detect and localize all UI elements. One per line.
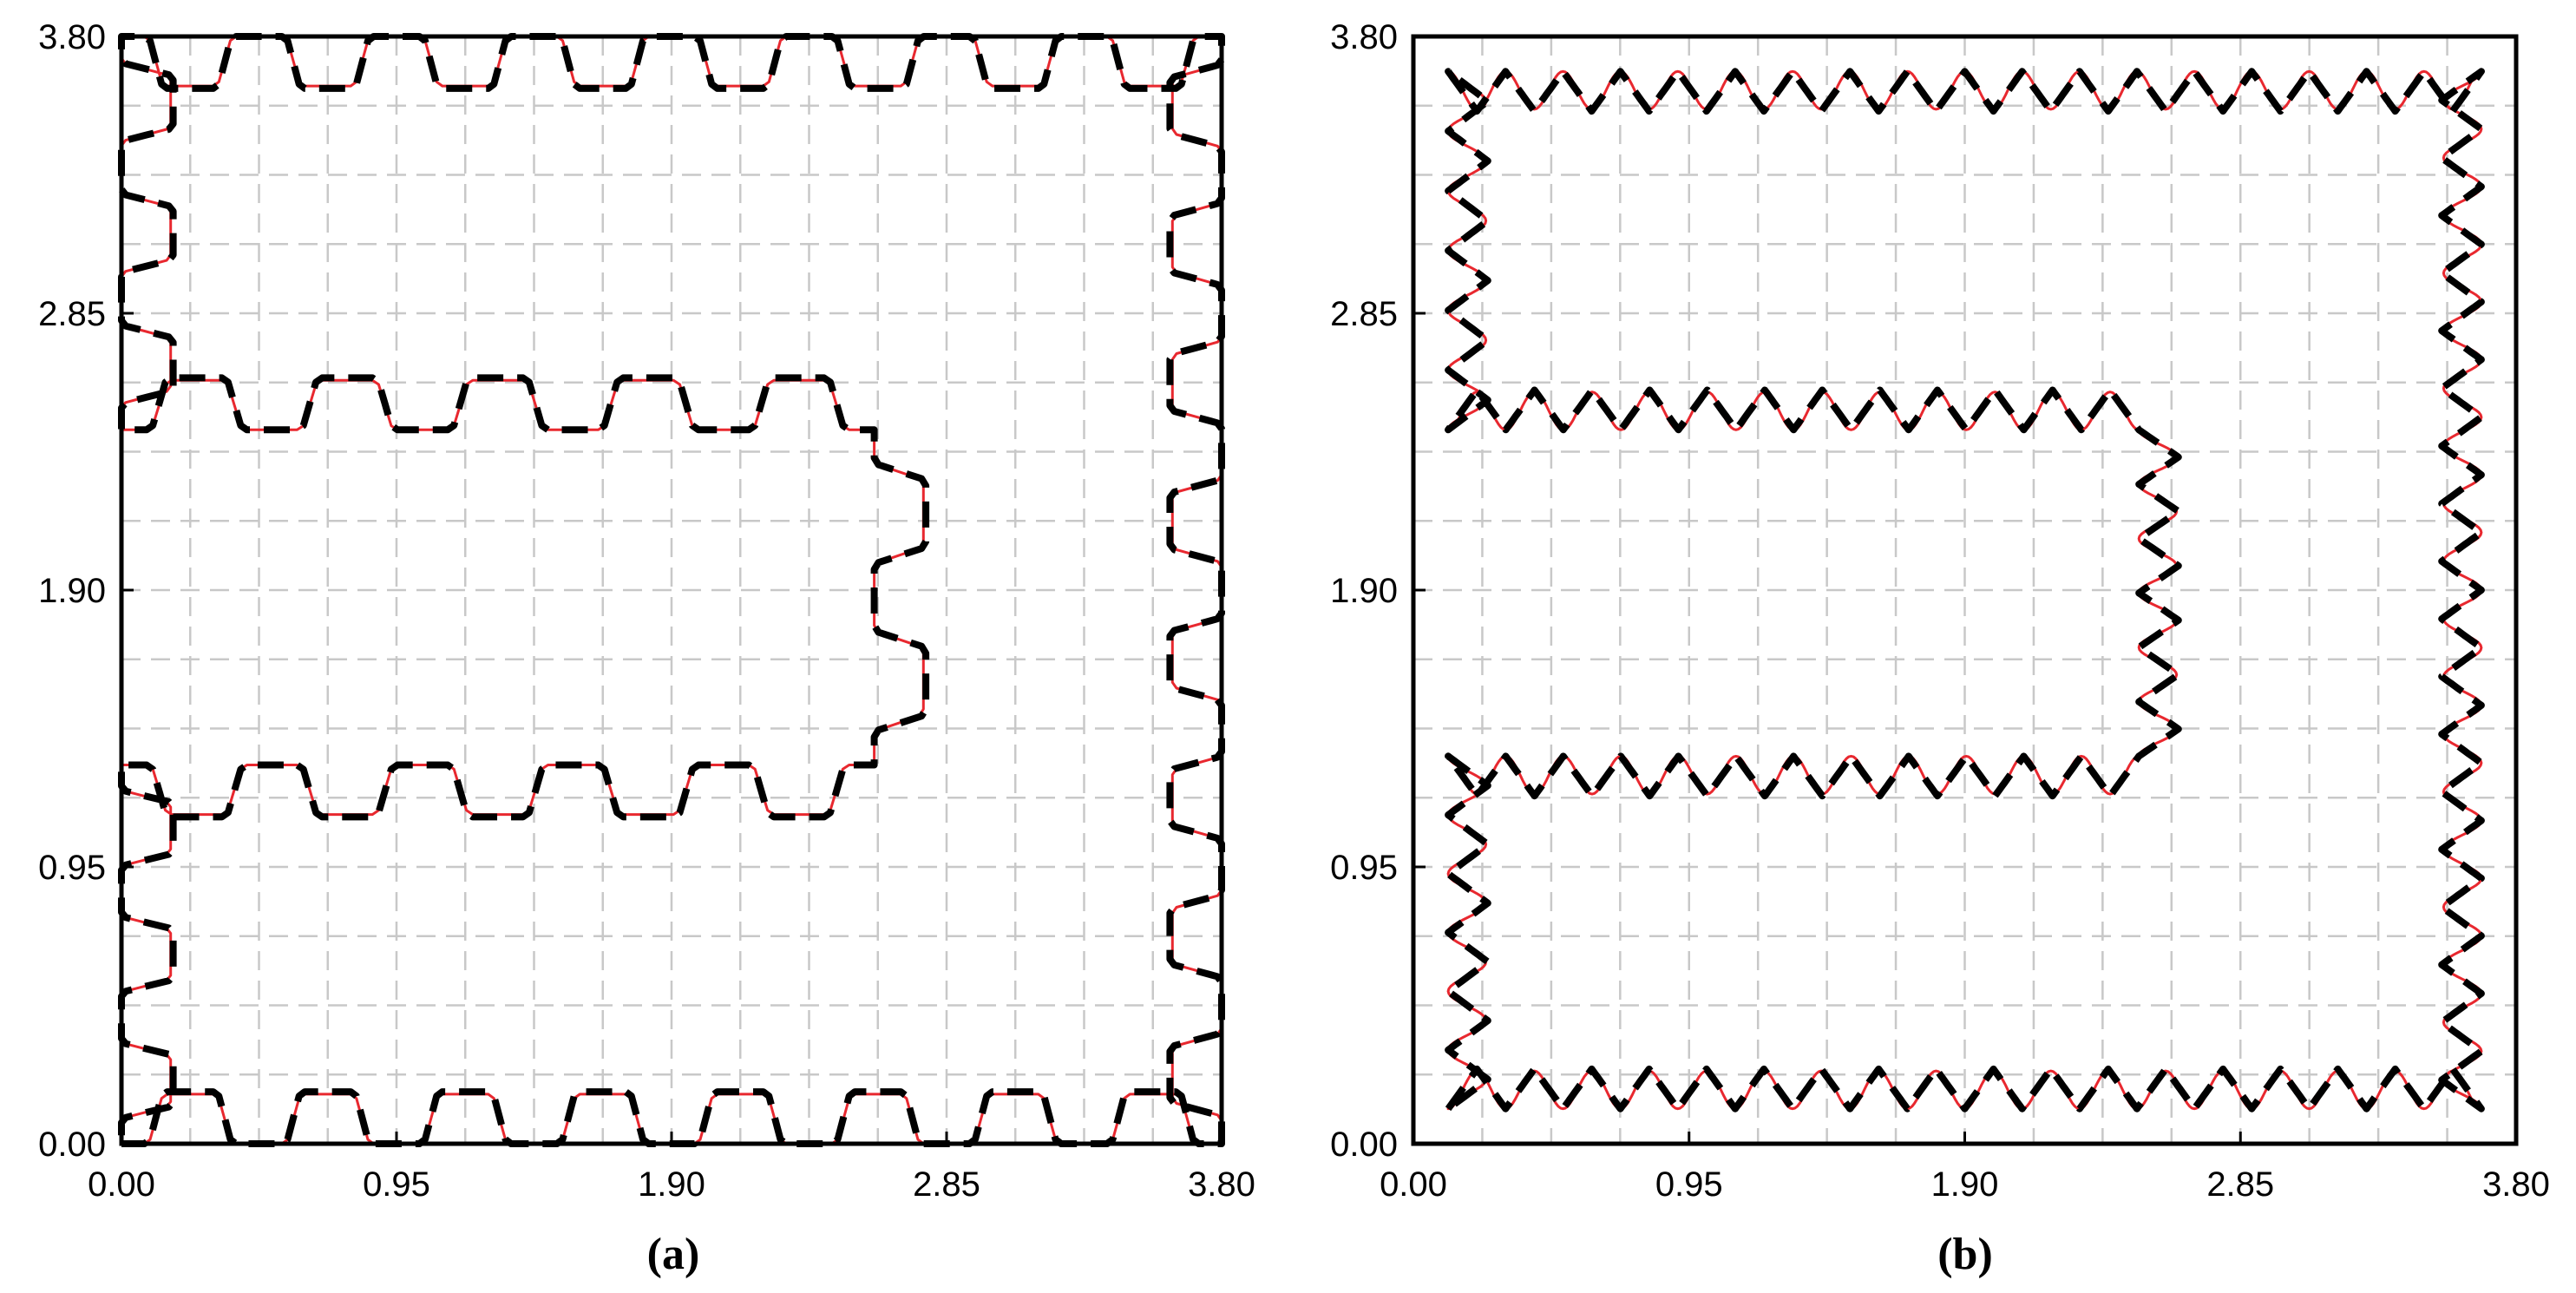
x-tick-label: 0.00 <box>1380 1165 1447 1204</box>
gridlines <box>121 36 1222 1144</box>
series-dashed-line <box>1445 68 2485 1113</box>
x-tick-label: 2.85 <box>913 1165 980 1204</box>
y-tick-label: 2.85 <box>1330 295 1398 333</box>
panel-b: 0.00 0.95 1.90 2.85 3.80 0.00 0.95 1.90 2.85 3.80 <box>1330 18 2550 1204</box>
y-tick-label: 3.80 <box>38 18 106 56</box>
y-tick-label: 3.80 <box>1330 18 1398 56</box>
x-tick-label: 1.90 <box>638 1165 705 1204</box>
x-tick-label: 3.80 <box>1188 1165 1255 1204</box>
y-tick-label: 0.95 <box>38 849 106 887</box>
panel-b-caption: (b) <box>1937 1230 1993 1279</box>
y-tick-label: 0.95 <box>1330 849 1398 887</box>
x-tick-label: 0.95 <box>1655 1165 1723 1204</box>
gridlines <box>1413 36 2516 1144</box>
x-tick-label: 3.80 <box>2482 1165 2550 1204</box>
x-tick-label: 1.90 <box>1931 1165 1999 1204</box>
panel-a: 0.00 0.95 1.90 2.85 3.80 0.00 0.95 1.90 2.85 3.80 <box>38 18 1255 1204</box>
x-tick-label: 2.85 <box>2206 1165 2274 1204</box>
y-tick-label: 0.00 <box>38 1126 106 1164</box>
x-tick-label: 0.95 <box>363 1165 430 1204</box>
panel-a-caption: (a) <box>647 1230 700 1279</box>
y-tick-label: 0.00 <box>1330 1126 1398 1164</box>
y-tick-label: 1.90 <box>38 572 106 610</box>
y-tick-label: 2.85 <box>38 295 106 333</box>
x-tick-label: 0.00 <box>88 1165 155 1204</box>
y-tick-label: 1.90 <box>1330 572 1398 610</box>
